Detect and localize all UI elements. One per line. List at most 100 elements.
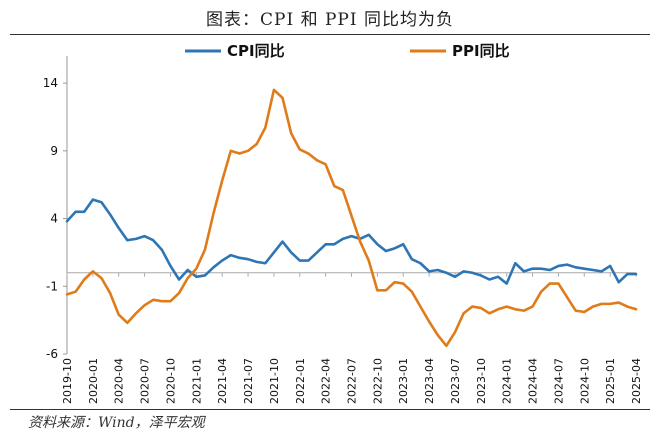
- data-point: [74, 210, 77, 213]
- data-point: [617, 281, 620, 284]
- data-point: [212, 266, 215, 269]
- data-point: [100, 201, 103, 204]
- data-point: [523, 309, 526, 312]
- data-point: [497, 308, 500, 311]
- data-point: [419, 262, 422, 265]
- data-point: [281, 97, 284, 100]
- data-point: [109, 213, 112, 216]
- data-point: [540, 290, 543, 293]
- data-point: [583, 311, 586, 314]
- data-point: [83, 210, 86, 213]
- data-point: [531, 305, 534, 308]
- x-tick-label: 2020-01: [87, 358, 100, 404]
- data-point: [359, 240, 362, 243]
- top-rule: [10, 34, 650, 35]
- data-point: [212, 212, 215, 215]
- x-tick-label: 2021-04: [216, 358, 229, 404]
- data-point: [548, 269, 551, 272]
- data-point: [402, 282, 405, 285]
- x-tick-label: 2025-04: [630, 358, 643, 404]
- data-point: [514, 262, 517, 265]
- y-tick-label: -6: [46, 347, 58, 361]
- data-point: [462, 312, 465, 315]
- data-point: [505, 282, 508, 285]
- data-point: [428, 270, 431, 273]
- data-point: [307, 152, 310, 155]
- data-point: [100, 277, 103, 280]
- data-point: [574, 309, 577, 312]
- data-point: [247, 149, 250, 152]
- data-point: [566, 296, 569, 299]
- x-tick-label: 2021-10: [268, 358, 281, 404]
- y-tick-label: -1: [46, 279, 58, 293]
- data-point: [324, 243, 327, 246]
- data-point: [479, 307, 482, 310]
- data-point: [497, 275, 500, 278]
- data-point: [591, 305, 594, 308]
- data-point: [160, 248, 163, 251]
- data-point: [428, 320, 431, 323]
- data-point: [135, 237, 138, 240]
- legend: CPI同比 PPI同比: [185, 42, 510, 60]
- data-point: [221, 179, 224, 182]
- data-point: [635, 308, 638, 311]
- data-point: [316, 251, 319, 254]
- x-tick-label: 2022-04: [320, 358, 333, 404]
- x-tick-label: 2025-01: [604, 358, 617, 404]
- data-point: [350, 235, 353, 238]
- data-point: [523, 270, 526, 273]
- y-tick-label: 4: [50, 212, 58, 226]
- x-tick-label: 2024-07: [552, 358, 565, 404]
- data-point: [462, 270, 465, 273]
- data-point: [488, 312, 491, 315]
- data-point: [419, 305, 422, 308]
- data-point: [264, 262, 267, 265]
- data-point: [74, 290, 77, 293]
- data-point: [264, 126, 267, 129]
- data-point: [393, 281, 396, 284]
- data-point: [273, 88, 276, 91]
- data-point: [152, 239, 155, 242]
- data-point: [273, 251, 276, 254]
- data-point: [316, 159, 319, 162]
- x-tick-label: 2020-07: [139, 358, 152, 404]
- data-point: [574, 266, 577, 269]
- x-tick-label: 2023-04: [423, 358, 436, 404]
- data-point: [238, 256, 241, 259]
- x-tick-label: 2024-10: [578, 358, 591, 404]
- data-point: [160, 300, 163, 303]
- data-point: [195, 275, 198, 278]
- x-tick-label: 2021-07: [242, 358, 255, 404]
- data-point: [367, 259, 370, 262]
- data-point: [479, 274, 482, 277]
- data-point: [376, 243, 379, 246]
- data-point: [436, 269, 439, 272]
- data-point: [143, 304, 146, 307]
- data-point: [471, 271, 474, 274]
- data-point: [290, 251, 293, 254]
- data-point: [566, 263, 569, 266]
- data-point: [333, 185, 336, 188]
- data-point: [117, 313, 120, 316]
- data-point: [600, 302, 603, 305]
- data-point: [454, 275, 457, 278]
- data-point: [83, 278, 86, 281]
- data-point: [255, 143, 258, 146]
- source-note: 资料来源：Wind，泽平宏观: [28, 415, 205, 431]
- data-point: [178, 278, 181, 281]
- chart-title-bar: 图表：CPI 和 PPI 同比均为负: [0, 0, 660, 34]
- data-point: [126, 321, 129, 324]
- series-line-cpi: [65, 198, 638, 285]
- data-point: [385, 289, 388, 292]
- data-point: [471, 305, 474, 308]
- data-point: [367, 233, 370, 236]
- x-tick-label: 2023-01: [397, 358, 410, 404]
- data-point: [178, 292, 181, 295]
- data-point: [66, 220, 69, 223]
- data-point: [591, 269, 594, 272]
- data-point: [238, 152, 241, 155]
- data-point: [410, 258, 413, 261]
- x-tick-label: 2020-04: [113, 358, 126, 404]
- data-point: [609, 265, 612, 268]
